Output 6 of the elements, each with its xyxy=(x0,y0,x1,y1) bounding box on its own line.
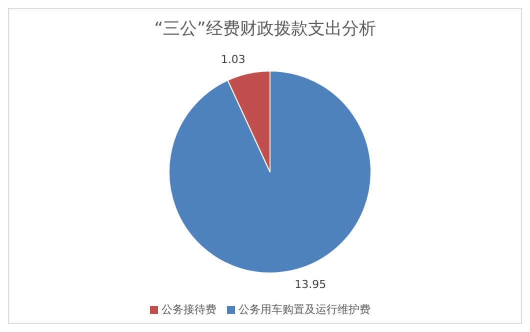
legend-label: 公务接待费 xyxy=(162,303,216,316)
data-label: 1.03 xyxy=(220,53,246,66)
legend-label: 公务用车购置及运行维护费 xyxy=(238,303,370,316)
chart-title: “三公”经费财政拨款支出分析 xyxy=(153,18,377,40)
pie-slice xyxy=(168,70,372,274)
data-label: 13.95 xyxy=(294,278,326,291)
